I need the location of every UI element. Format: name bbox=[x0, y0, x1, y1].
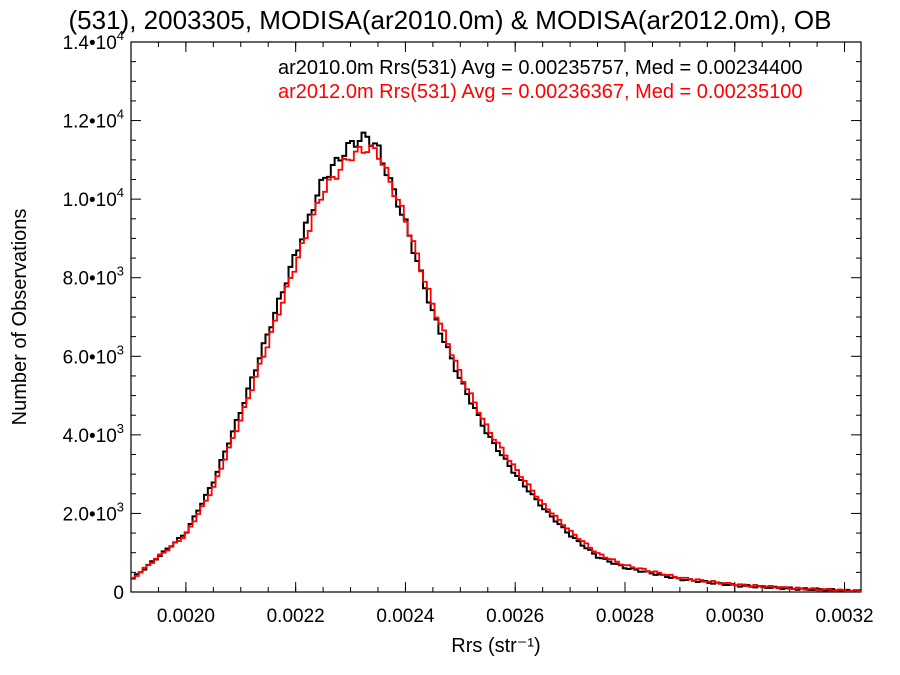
legend-entry-1: ar2010.0m Rrs(531) Avg = 0.00235757, Med… bbox=[278, 57, 802, 79]
legend-entry-2: ar2012.0m Rrs(531) Avg = 0.00236367, Med… bbox=[278, 81, 802, 103]
y-axis-title: Number of Observations bbox=[9, 209, 31, 426]
x-tick-label: 0.0022 bbox=[267, 606, 325, 627]
y-tick-exponent: 4 bbox=[117, 185, 124, 200]
y-tick-exponent: 3 bbox=[117, 421, 124, 436]
x-tick-label: 0.0024 bbox=[376, 606, 435, 627]
y-tick-mantissa: 1.0•10 bbox=[63, 190, 117, 211]
chart-title: (531), 2003305, MODISA(ar2010.0m) & MODI… bbox=[69, 5, 832, 35]
y-tick-exponent: 3 bbox=[117, 342, 124, 357]
y-tick-mantissa: 6.0•10 bbox=[63, 347, 117, 368]
legend: ar2010.0m Rrs(531) Avg = 0.00235757, Med… bbox=[278, 57, 802, 103]
x-tick-label: 0.0030 bbox=[706, 606, 764, 627]
y-tick-label: 6.0•103 bbox=[63, 342, 124, 368]
y-tick-exponent: 3 bbox=[117, 499, 124, 514]
y-tick-mantissa: 0 bbox=[113, 583, 124, 604]
y-tick-label: 0 bbox=[113, 583, 124, 604]
y-tick-label: 8.0•103 bbox=[63, 264, 124, 290]
y-tick-exponent: 4 bbox=[117, 28, 124, 43]
series-line-2 bbox=[131, 144, 861, 592]
y-tick-label: 1.0•104 bbox=[63, 185, 124, 211]
x-tick-label: 0.0026 bbox=[486, 606, 544, 627]
x-axis: 0.0020 0.0022 0.0024 0.0026 0.0028 0.0030 0.00… bbox=[130, 42, 874, 627]
y-tick-label: 2.0•103 bbox=[63, 499, 124, 525]
y-tick-mantissa: 4.0•10 bbox=[63, 426, 117, 447]
y-axis: 02.0•1034.0•1036.0•1038.0•1031.0•1041.2•… bbox=[63, 28, 861, 604]
y-tick-exponent: 4 bbox=[117, 107, 124, 122]
y-tick-mantissa: 8.0•10 bbox=[63, 269, 117, 290]
x-tick-label: 0.0028 bbox=[596, 606, 654, 627]
x-axis-title: Rrs (str⁻¹) bbox=[451, 635, 540, 657]
y-tick-exponent: 3 bbox=[117, 264, 124, 279]
x-tick-label: 0.0020 bbox=[157, 606, 215, 627]
series-layer bbox=[131, 131, 861, 592]
y-tick-label: 4.0•103 bbox=[63, 421, 124, 447]
y-tick-mantissa: 1.4•10 bbox=[63, 33, 117, 54]
x-tick-label: 0.0032 bbox=[815, 606, 873, 627]
y-tick-mantissa: 2.0•10 bbox=[63, 504, 117, 525]
y-tick-mantissa: 1.2•10 bbox=[63, 112, 117, 133]
y-tick-label: 1.4•104 bbox=[63, 28, 124, 54]
y-tick-label: 1.2•104 bbox=[63, 107, 124, 133]
